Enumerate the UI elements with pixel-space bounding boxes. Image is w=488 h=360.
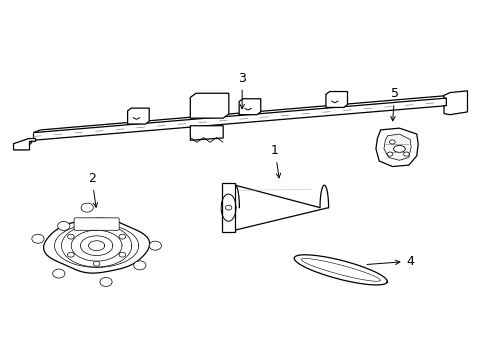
- Circle shape: [93, 225, 100, 230]
- Circle shape: [67, 252, 74, 257]
- Polygon shape: [294, 255, 386, 285]
- Text: 4: 4: [366, 255, 413, 268]
- Circle shape: [32, 234, 44, 243]
- Circle shape: [67, 234, 74, 239]
- Text: 2: 2: [88, 172, 98, 207]
- Polygon shape: [14, 139, 36, 150]
- Text: 5: 5: [390, 87, 398, 121]
- Circle shape: [389, 140, 394, 144]
- Text: 3: 3: [238, 72, 245, 109]
- Circle shape: [403, 152, 408, 156]
- Circle shape: [100, 278, 112, 287]
- Polygon shape: [239, 99, 260, 115]
- Circle shape: [119, 234, 125, 239]
- Polygon shape: [443, 91, 467, 115]
- Polygon shape: [325, 91, 347, 107]
- Circle shape: [58, 221, 70, 230]
- Polygon shape: [230, 185, 239, 230]
- Polygon shape: [43, 218, 149, 273]
- Circle shape: [119, 252, 125, 257]
- Circle shape: [81, 203, 93, 212]
- Ellipse shape: [393, 145, 405, 152]
- FancyBboxPatch shape: [74, 218, 119, 230]
- Polygon shape: [383, 134, 410, 160]
- Circle shape: [149, 241, 161, 250]
- Circle shape: [93, 261, 100, 266]
- Circle shape: [53, 269, 65, 278]
- Circle shape: [133, 261, 145, 270]
- Polygon shape: [222, 183, 235, 232]
- Polygon shape: [190, 93, 228, 118]
- Text: 1: 1: [270, 144, 280, 178]
- Polygon shape: [127, 108, 149, 124]
- Circle shape: [225, 205, 231, 210]
- Polygon shape: [375, 128, 417, 167]
- Polygon shape: [235, 185, 328, 230]
- Polygon shape: [190, 126, 223, 140]
- Circle shape: [386, 152, 392, 156]
